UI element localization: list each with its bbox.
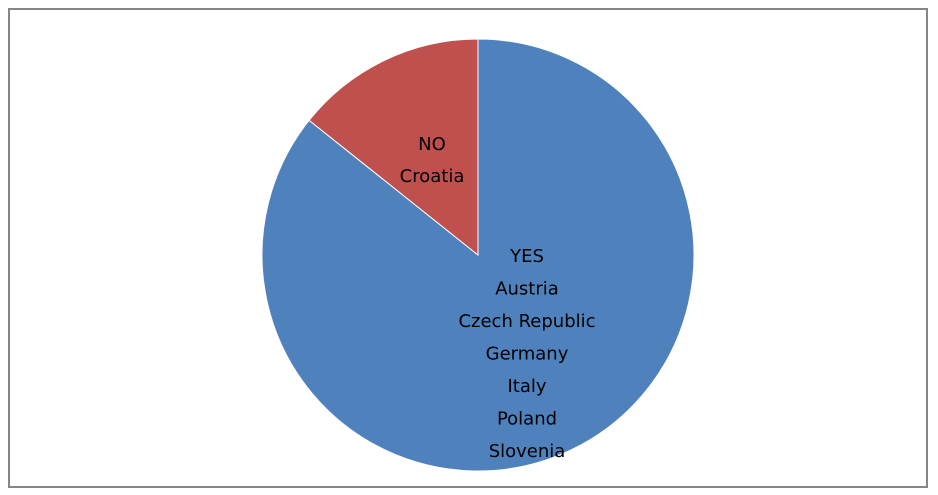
slice-label-no: NO Croatia	[400, 134, 465, 187]
pie-slices	[261, 38, 695, 472]
pie-slice-yes	[261, 38, 695, 472]
slice-label-line: Slovenia	[489, 441, 566, 462]
slice-label-yes: YES Austria Czech Republic Germany Italy Pola…	[458, 246, 595, 462]
slice-label-line: NO	[418, 134, 446, 155]
slice-label-line: Italy	[507, 376, 546, 397]
slice-label-line: Czech Republic	[458, 311, 595, 332]
slice-label-line: Croatia	[400, 166, 465, 187]
slice-label-line: Austria	[495, 279, 559, 300]
pie-slice-no	[308, 38, 479, 257]
slice-label-line: Germany	[486, 344, 569, 365]
pie-labels: YES Austria Czech Republic Germany Italy Pola…	[400, 134, 596, 462]
slice-label-line: YES	[509, 246, 544, 267]
slice-label-line: Poland	[497, 409, 557, 430]
